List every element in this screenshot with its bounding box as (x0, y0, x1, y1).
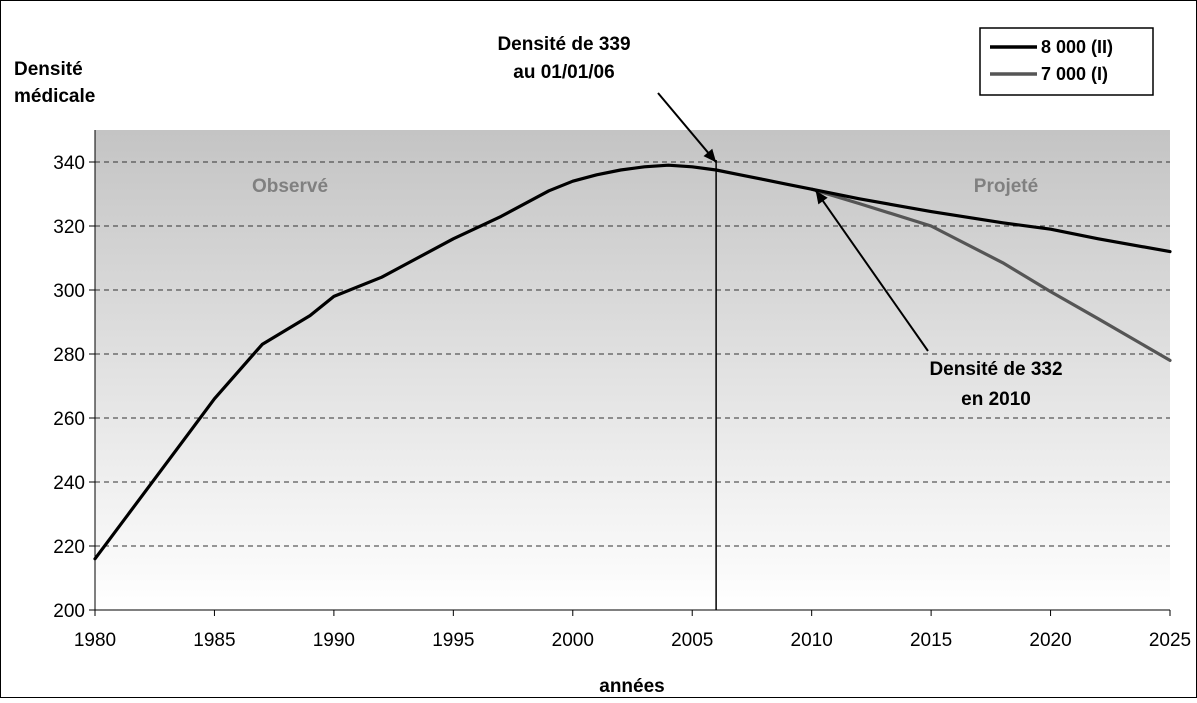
y-tick-label: 340 (53, 153, 85, 174)
x-tick-label: 2010 (791, 630, 833, 651)
x-tick-label: 1990 (313, 630, 355, 651)
annotation-339-arrow-head (703, 148, 717, 163)
x-tick-label: 1980 (74, 630, 116, 651)
series-line-8000 (93, 163, 1172, 561)
x-axis-title: années (599, 676, 664, 697)
annotation-339-arrow-shaft (657, 92, 717, 163)
x-tick-label: 1995 (432, 630, 474, 651)
x-tick-label: 2015 (910, 630, 952, 651)
region-label-projected: Projeté (974, 176, 1038, 197)
y-tick-label: 200 (53, 601, 85, 622)
x-tick-label: 2020 (1029, 630, 1071, 651)
y-axis-title-line1: Densité médicale (14, 59, 95, 107)
annotation-332-arrow-shaft (814, 190, 929, 352)
legend-label-7000: 7 000 (I) (1041, 64, 1108, 84)
x-tick-label: 2025 (1149, 630, 1191, 651)
y-axis-title-word: médicale (14, 86, 95, 107)
annotation-332-text: Densité de 332 (929, 359, 1062, 380)
y-tick-label: 240 (53, 473, 85, 494)
y-axis-title-word: Densité (14, 59, 83, 80)
annotation-layer: Densité de 339 au 01/01/06 Densité de 332 e… (497, 34, 1062, 410)
region-label-observed: Observé (252, 176, 328, 197)
axis-layer: 200 220 240 260 280 300 320 340 1980 1985 1990 1995… (53, 130, 1191, 651)
series-layer (93, 163, 1172, 561)
legend-box (979, 27, 1154, 96)
x-tick-label: 2005 (671, 630, 713, 651)
grid-layer (95, 161, 1170, 547)
y-tick-label: 280 (53, 345, 85, 366)
plot-area (95, 130, 1170, 610)
y-tick-label: 320 (53, 217, 85, 238)
annotation-339-text: au 01/01/06 (513, 62, 614, 83)
x-tick-label: 2000 (552, 630, 594, 651)
x-tick-label: 1985 (193, 630, 235, 651)
annotation-339-text: Densité de 339 (497, 34, 630, 55)
series-line-7000 (810, 187, 1172, 362)
legend-label-8000: 8 000 (II) (1041, 37, 1113, 57)
y-tick-label: 220 (53, 537, 85, 558)
y-tick-label: 260 (53, 409, 85, 430)
annotation-332-text: en 2010 (961, 389, 1031, 410)
legend: 8 000 (II) 7 000 (I) (979, 27, 1154, 96)
y-tick-label: 300 (53, 281, 85, 302)
annotation-332-arrow-head (815, 190, 828, 205)
